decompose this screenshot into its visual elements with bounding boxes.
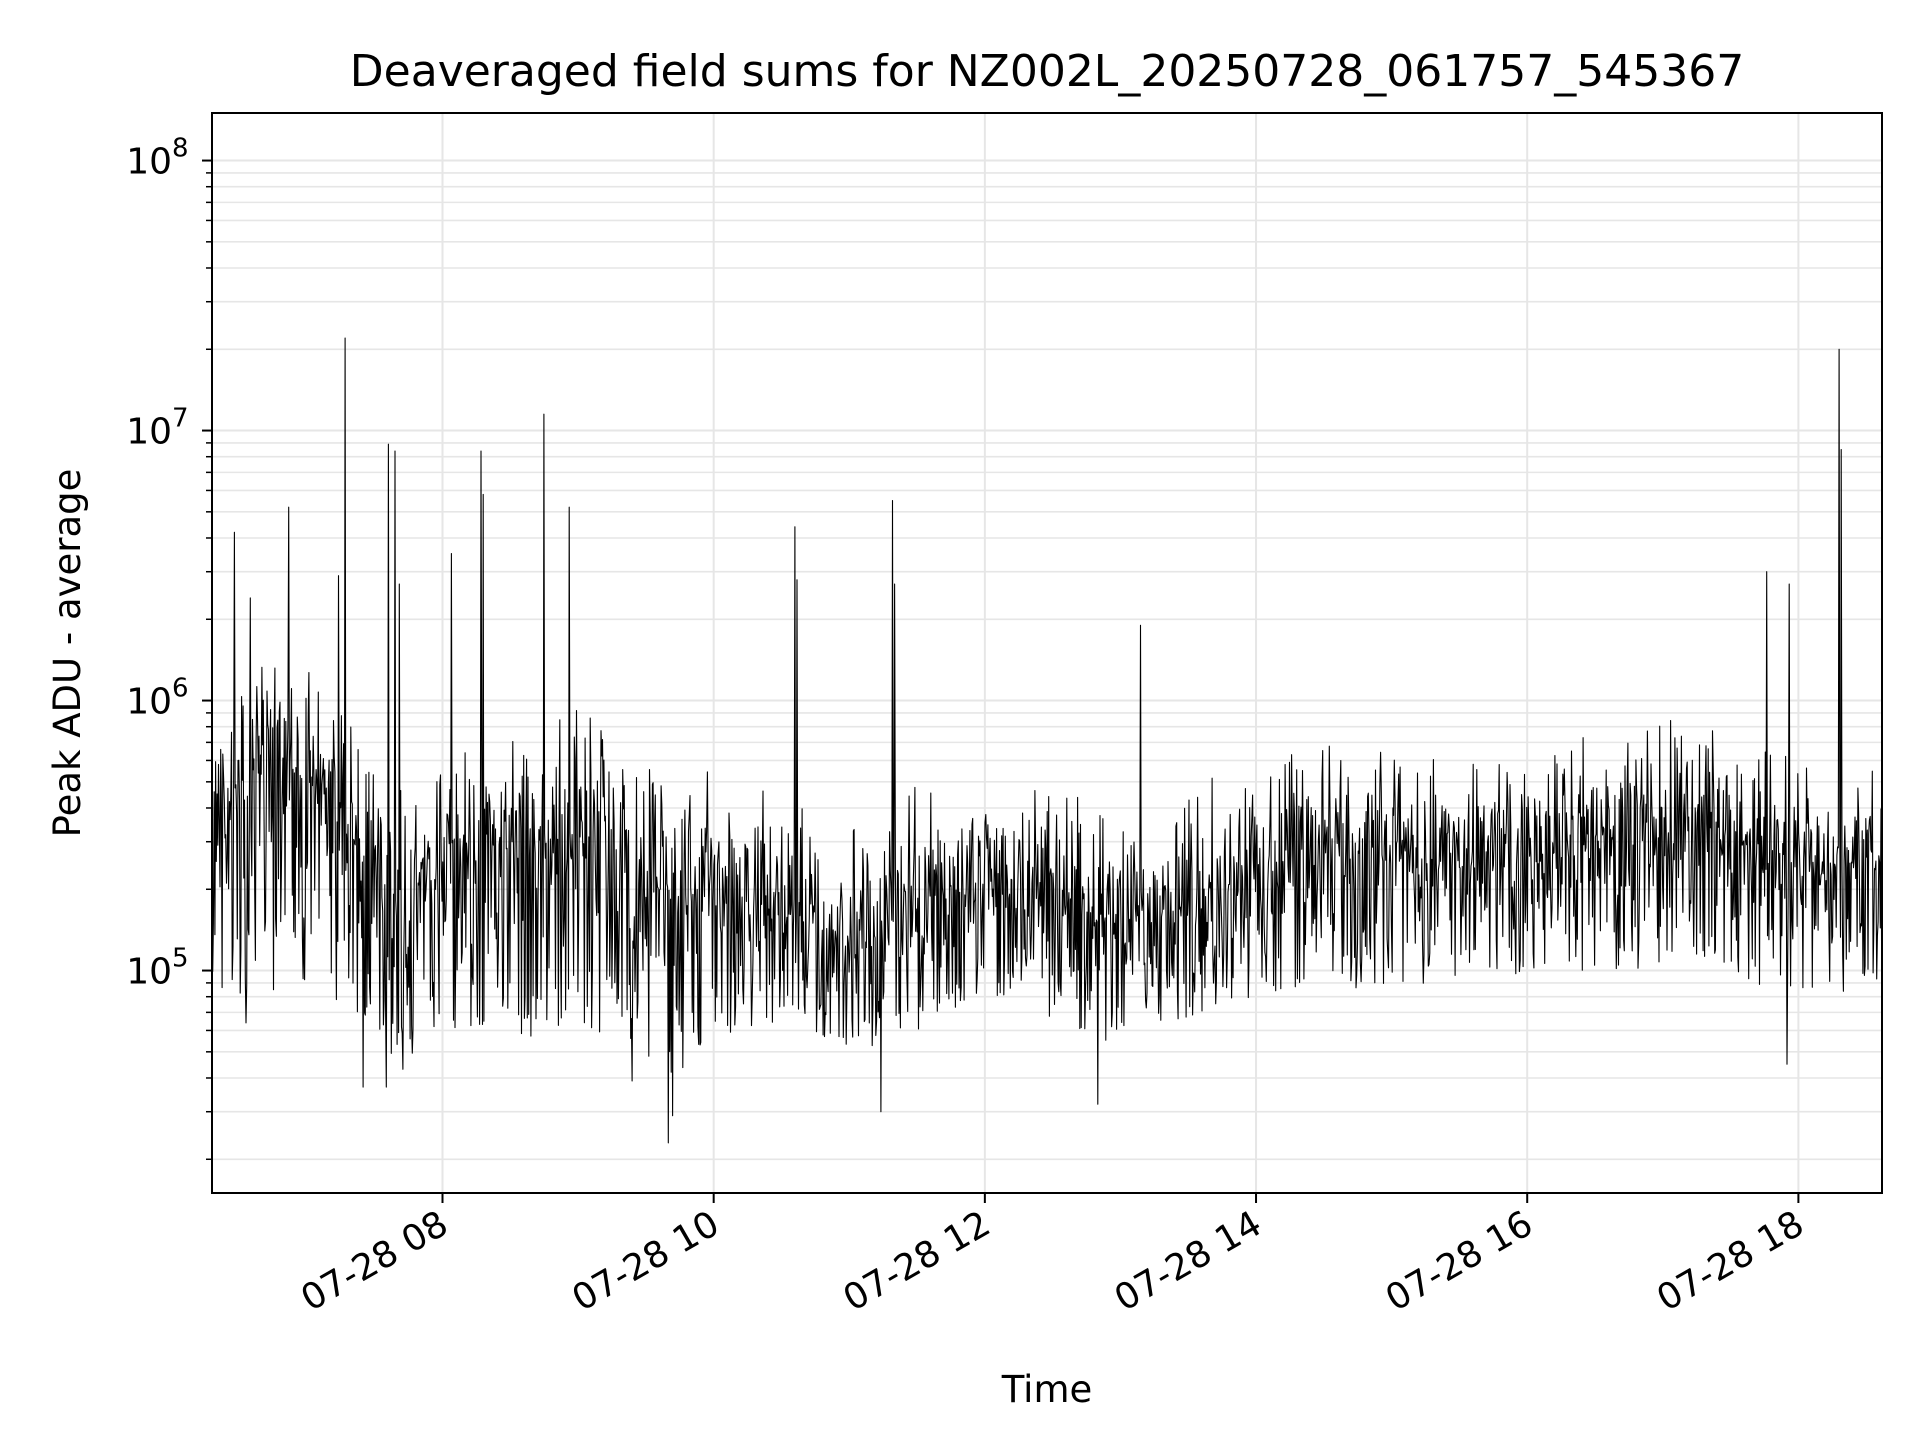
x-axis-label: Time (1001, 1368, 1093, 1411)
y-tick-label: 10 (126, 412, 172, 453)
y-tick-label-exponent: 8 (172, 134, 189, 164)
y-tick-label-exponent: 5 (172, 944, 189, 974)
y-tick-label: 10 (126, 952, 172, 993)
plot-frame (211, 112, 1883, 1194)
y-tick-label: 10 (126, 682, 172, 723)
series-line (211, 337, 1883, 1144)
y-tick-label-exponent: 6 (172, 674, 189, 704)
y-axis-label: Peak ADU - average (46, 469, 89, 838)
y-tick-label-exponent: 7 (172, 404, 189, 434)
plot-area (211, 337, 1883, 1144)
chart-title: Deaveraged field sums for NZ002L_2025072… (350, 46, 1744, 97)
y-tick-label: 10 (126, 142, 172, 183)
